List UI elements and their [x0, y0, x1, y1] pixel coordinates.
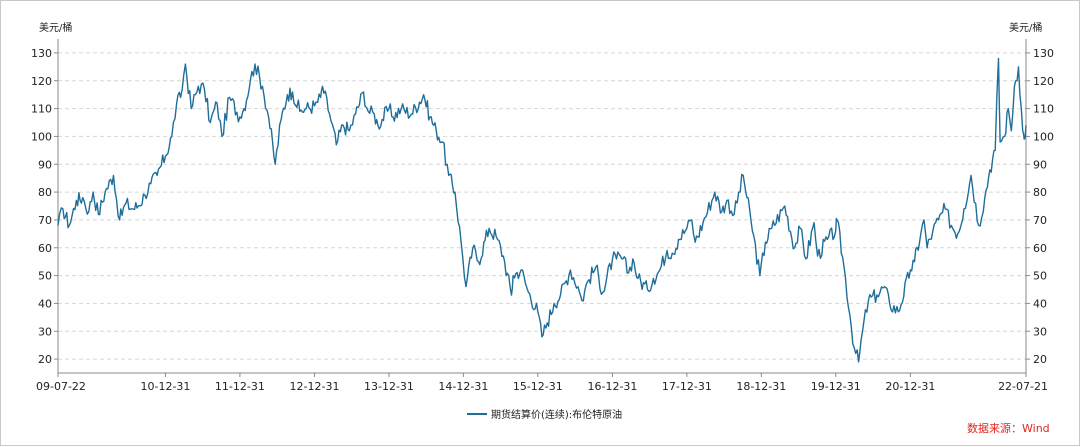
y-axis-right-ticks: 20 30 40 50 60 70 80 90 100 110 120 130: [1026, 47, 1054, 366]
x-tick-label: 16-12-31: [587, 380, 637, 393]
y-left-tick-label: 100: [31, 130, 52, 143]
y-left-tick-label: 30: [38, 325, 52, 338]
y-right-tick-label: 100: [1033, 130, 1054, 143]
y-left-tick-label: 90: [38, 158, 52, 171]
y-right-tick-label: 80: [1033, 186, 1047, 199]
x-tick-label: 18-12-31: [736, 380, 786, 393]
x-tick-label: 20-12-31: [885, 380, 935, 393]
y-unit-right: 美元/桶: [1009, 21, 1042, 34]
series-layer: [57, 57, 1027, 363]
y-left-tick-label: 70: [38, 214, 52, 227]
y-unit-left: 美元/桶: [39, 21, 72, 34]
y-right-tick-label: 70: [1033, 214, 1047, 227]
x-tick-label: 14-12-31: [438, 380, 488, 393]
x-tick-label: 13-12-31: [364, 380, 414, 393]
source-note: 数据来源：Wind: [967, 421, 1050, 435]
y-right-tick-label: 20: [1033, 353, 1047, 366]
x-tick-label: 15-12-31: [513, 380, 563, 393]
y-right-tick-label: 40: [1033, 297, 1047, 310]
x-axis-ticks: 09-07-22 10-12-31 11-12-31 12-12-31 13-12-31…: [36, 373, 1048, 393]
y-right-tick-label: 130: [1033, 47, 1054, 60]
x-tick-label: 22-07-21: [998, 380, 1048, 393]
y-right-tick-label: 120: [1033, 75, 1054, 88]
x-tick-label: 09-07-22: [36, 380, 86, 393]
x-tick-label: 12-12-31: [290, 380, 340, 393]
y-left-tick-label: 60: [38, 242, 52, 255]
y-axis-left-ticks: 20 30 40 50 60 70 80 90 100 110 120 130: [31, 47, 58, 366]
x-tick-label: 19-12-31: [811, 380, 861, 393]
y-left-tick-label: 40: [38, 297, 52, 310]
legend: 期货结算价(连续):布伦特原油: [467, 408, 622, 421]
y-right-tick-label: 30: [1033, 325, 1047, 338]
x-tick-label: 11-12-31: [215, 380, 265, 393]
y-left-tick-label: 20: [38, 353, 52, 366]
x-tick-label: 10-12-31: [140, 380, 190, 393]
gridlines: [58, 52, 1026, 360]
series-line-brent: [57, 57, 1027, 363]
y-right-tick-label: 50: [1033, 270, 1047, 283]
legend-label: 期货结算价(连续):布伦特原油: [491, 408, 622, 421]
y-left-tick-label: 80: [38, 186, 52, 199]
y-left-tick-label: 130: [31, 47, 52, 60]
y-left-tick-label: 50: [38, 270, 52, 283]
x-tick-label: 17-12-31: [662, 380, 712, 393]
y-right-tick-label: 90: [1033, 158, 1047, 171]
y-right-tick-label: 110: [1033, 103, 1054, 116]
y-left-tick-label: 120: [31, 75, 52, 88]
y-right-tick-label: 60: [1033, 242, 1047, 255]
y-left-tick-label: 110: [31, 103, 52, 116]
